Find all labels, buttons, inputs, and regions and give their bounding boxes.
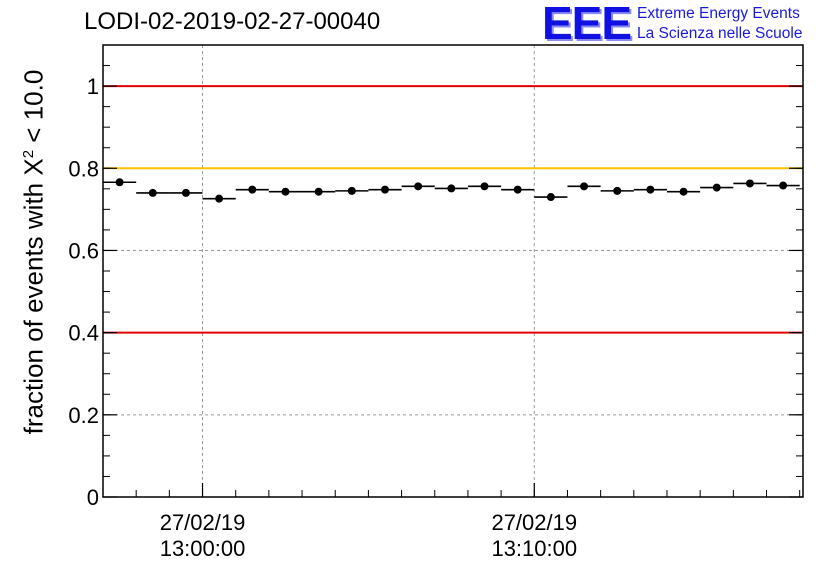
data-point <box>447 184 456 193</box>
x-tick-date: 27/02/19 <box>491 510 577 535</box>
data-point <box>546 193 555 202</box>
data-point <box>215 194 224 203</box>
data-point <box>679 187 688 196</box>
y-tick-label: 0.8 <box>68 156 99 181</box>
data-point <box>745 179 754 188</box>
y-tick-label: 0 <box>87 485 99 510</box>
data-point <box>380 185 389 194</box>
data-point <box>513 185 522 194</box>
x-tick-time: 13:00:00 <box>160 536 246 561</box>
x-tick-time: 13:10:00 <box>491 536 577 561</box>
eee-logo-text: Extreme Energy Events La Scienza nelle S… <box>637 4 802 44</box>
data-point <box>314 187 323 196</box>
grid-layer <box>103 45 803 497</box>
logo-line-1: Extreme Energy Events <box>637 5 800 22</box>
data-point <box>613 186 622 195</box>
data-point <box>480 182 489 191</box>
data-point <box>779 181 788 190</box>
data-point <box>281 187 290 196</box>
data-point <box>414 182 423 191</box>
y-tick-label: 0.6 <box>68 238 99 263</box>
y-tick-label: 1 <box>87 74 99 99</box>
eee-logo-mark: EEE <box>542 0 632 49</box>
reference-lines <box>103 85 803 334</box>
data-point <box>181 188 190 197</box>
data-point <box>248 185 257 194</box>
data-point <box>115 178 124 187</box>
y-tick-label: 0.4 <box>68 321 99 346</box>
x-tick-date: 27/02/19 <box>160 510 246 535</box>
axis-ticks: 00.20.40.60.8127/02/1913:00:0027/02/1913… <box>68 65 803 561</box>
plot-frame <box>102 44 804 498</box>
data-point <box>712 183 721 192</box>
data-point <box>646 185 655 194</box>
y-tick-label: 0.2 <box>68 403 99 428</box>
data-series <box>103 178 800 203</box>
logo-line-2: La Scienza nelle Scuole <box>637 25 803 42</box>
data-point <box>148 188 157 197</box>
data-point <box>347 186 356 195</box>
data-point <box>580 182 589 191</box>
chart-title: LODI-02-2019-02-27-00040 <box>84 8 381 35</box>
